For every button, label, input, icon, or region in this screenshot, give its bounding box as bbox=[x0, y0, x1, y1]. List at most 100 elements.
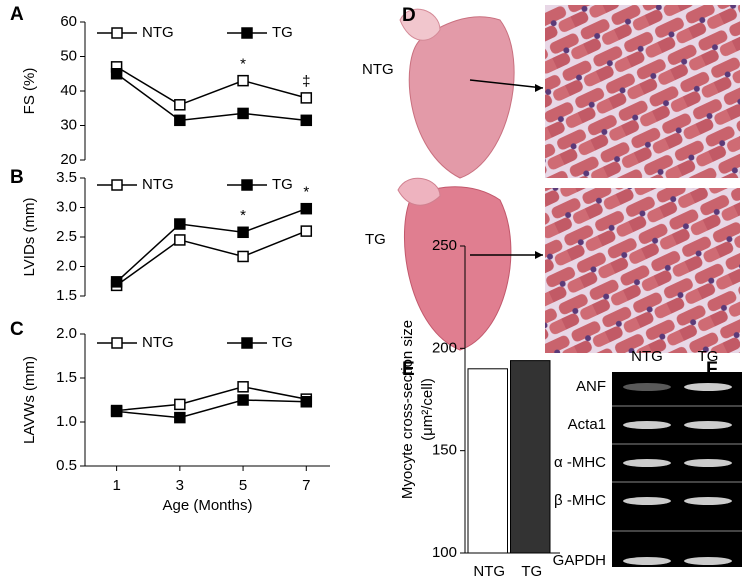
x-tick-label: TG bbox=[521, 563, 542, 580]
panel-label: F bbox=[706, 359, 718, 380]
series-line bbox=[116, 386, 307, 412]
series-line bbox=[116, 66, 307, 106]
gel-band bbox=[623, 497, 671, 505]
legend-label: TG bbox=[272, 334, 293, 351]
marker bbox=[300, 396, 313, 408]
y-tick-label: 1.5 bbox=[56, 369, 77, 386]
y-tick-label: 30 bbox=[60, 116, 77, 133]
y-axis-title: (μm²/cell) bbox=[419, 378, 436, 441]
legend-marker bbox=[241, 179, 253, 191]
marker bbox=[174, 411, 186, 424]
marker bbox=[300, 225, 313, 237]
legend-label: TG bbox=[272, 24, 293, 41]
y-tick-label: 0.5 bbox=[56, 457, 77, 474]
legend-marker bbox=[241, 27, 253, 39]
y-tick-label: 100 bbox=[432, 544, 457, 561]
y-tick-label: 250 bbox=[432, 237, 457, 254]
y-axis-title: LAVWs (mm) bbox=[21, 356, 38, 444]
band-label: β -MHC bbox=[554, 492, 606, 509]
marker bbox=[110, 68, 123, 80]
marker bbox=[174, 398, 186, 411]
y-tick-label: 2.5 bbox=[56, 228, 77, 245]
gel bbox=[612, 372, 742, 567]
legend-label: TG bbox=[272, 176, 293, 193]
gel-band bbox=[684, 383, 732, 391]
lane-label: NTG bbox=[631, 348, 663, 365]
lane-label: TG bbox=[698, 348, 719, 365]
legend-marker bbox=[111, 179, 123, 191]
x-tick-label: NTG bbox=[473, 563, 505, 580]
y-tick-label: 1.5 bbox=[56, 287, 77, 304]
x-tick-label: 5 bbox=[239, 477, 247, 494]
y-tick-label: 1.0 bbox=[56, 413, 77, 430]
y-tick-label: 3.0 bbox=[56, 198, 77, 215]
annotation: ‡ bbox=[302, 73, 310, 90]
marker bbox=[300, 202, 313, 215]
y-tick-label: 3.5 bbox=[56, 169, 77, 186]
y-tick-label: 60 bbox=[60, 13, 77, 30]
marker bbox=[174, 218, 186, 230]
series-line bbox=[116, 207, 307, 283]
marker bbox=[174, 114, 186, 127]
panel-label: E bbox=[402, 359, 415, 380]
y-tick-label: 2.0 bbox=[56, 257, 77, 274]
panel-label: B bbox=[10, 167, 24, 188]
gel-band bbox=[623, 459, 671, 467]
marker bbox=[237, 74, 249, 87]
y-tick-label: 2.0 bbox=[56, 325, 77, 342]
y-tick-label: 200 bbox=[432, 339, 457, 356]
legend-label: NTG bbox=[142, 176, 174, 193]
image-label: TG bbox=[365, 231, 386, 248]
y-tick-label: 50 bbox=[60, 47, 77, 64]
y-tick-label: 150 bbox=[432, 442, 457, 459]
marker bbox=[300, 114, 313, 127]
gel-band bbox=[684, 557, 732, 565]
panel-label: C bbox=[10, 319, 24, 340]
legend-label: NTG bbox=[142, 24, 174, 41]
marker bbox=[300, 92, 313, 104]
legend-label: NTG bbox=[142, 334, 174, 351]
marker bbox=[237, 250, 249, 263]
marker bbox=[110, 405, 123, 418]
x-axis-title: Age (Months) bbox=[162, 497, 252, 514]
gel-band bbox=[623, 421, 671, 429]
marker bbox=[237, 394, 249, 406]
series-line bbox=[116, 73, 307, 122]
y-axis-title: LVIDs (mm) bbox=[21, 198, 38, 277]
marker bbox=[110, 276, 123, 288]
legend-marker bbox=[111, 27, 123, 39]
gel-band bbox=[684, 497, 732, 505]
panel-label: A bbox=[10, 4, 24, 25]
annotation: * bbox=[240, 56, 246, 73]
histology-images bbox=[397, 5, 740, 353]
legend-marker bbox=[111, 337, 123, 349]
gel-band bbox=[684, 421, 732, 429]
gel-band bbox=[623, 383, 671, 391]
y-tick-label: 20 bbox=[60, 151, 77, 168]
y-tick-label: 40 bbox=[60, 82, 77, 99]
x-tick-label: 3 bbox=[176, 477, 184, 494]
marker bbox=[237, 226, 249, 239]
marker bbox=[237, 381, 249, 393]
band-label: α -MHC bbox=[554, 454, 606, 471]
y-axis-title: FS (%) bbox=[21, 68, 38, 115]
image-label: NTG bbox=[362, 61, 394, 78]
series-line bbox=[116, 399, 307, 419]
x-tick-label: 1 bbox=[112, 477, 120, 494]
marker bbox=[174, 99, 186, 111]
gel-band bbox=[623, 557, 671, 565]
annotation: * bbox=[303, 184, 309, 201]
bar bbox=[510, 360, 551, 554]
bar bbox=[467, 368, 508, 554]
marker bbox=[237, 107, 249, 120]
panel-label: D bbox=[402, 5, 416, 26]
legend-marker bbox=[241, 337, 253, 349]
annotation: * bbox=[240, 207, 246, 224]
series-line bbox=[116, 230, 307, 286]
gel-band bbox=[684, 459, 732, 467]
band-label: Acta1 bbox=[568, 416, 606, 433]
x-tick-label: 7 bbox=[302, 477, 310, 494]
band-label: GAPDH bbox=[553, 552, 606, 569]
